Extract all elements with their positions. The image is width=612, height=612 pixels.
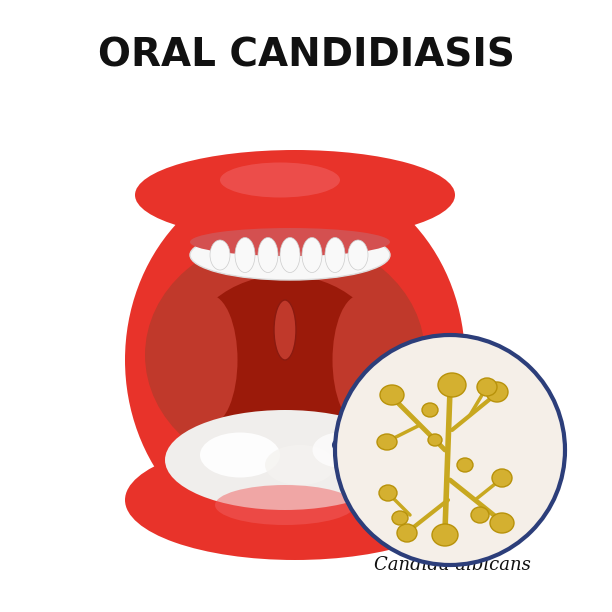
Ellipse shape (185, 275, 385, 445)
Ellipse shape (190, 472, 390, 498)
Ellipse shape (348, 456, 367, 484)
Ellipse shape (397, 524, 417, 542)
Ellipse shape (220, 163, 340, 198)
Ellipse shape (165, 410, 405, 510)
Ellipse shape (490, 513, 514, 533)
Ellipse shape (265, 445, 335, 485)
Ellipse shape (190, 228, 390, 256)
Ellipse shape (283, 454, 302, 486)
Ellipse shape (239, 454, 258, 486)
Ellipse shape (438, 373, 466, 397)
Ellipse shape (215, 485, 355, 525)
Ellipse shape (235, 237, 255, 272)
Ellipse shape (428, 434, 442, 446)
Ellipse shape (457, 458, 473, 472)
Ellipse shape (261, 454, 280, 486)
Text: Candida albicans: Candida albicans (373, 556, 531, 574)
Ellipse shape (327, 454, 346, 486)
Ellipse shape (274, 300, 296, 360)
Ellipse shape (379, 485, 397, 501)
Ellipse shape (215, 456, 234, 484)
Ellipse shape (471, 507, 489, 523)
Ellipse shape (486, 382, 508, 402)
Ellipse shape (280, 237, 300, 272)
Ellipse shape (200, 433, 280, 477)
Ellipse shape (145, 235, 425, 475)
Ellipse shape (392, 511, 408, 525)
Ellipse shape (432, 524, 458, 546)
Ellipse shape (305, 454, 324, 486)
Ellipse shape (190, 230, 390, 280)
Text: ORAL CANDIDIASIS: ORAL CANDIDIASIS (97, 36, 515, 74)
Ellipse shape (125, 440, 465, 560)
Ellipse shape (313, 433, 367, 468)
Ellipse shape (190, 447, 390, 493)
Ellipse shape (377, 434, 397, 450)
Ellipse shape (135, 150, 455, 240)
Ellipse shape (332, 295, 387, 425)
Ellipse shape (380, 385, 404, 405)
Ellipse shape (477, 378, 497, 396)
Ellipse shape (492, 469, 512, 487)
Ellipse shape (325, 237, 345, 272)
Ellipse shape (348, 240, 368, 270)
Ellipse shape (302, 237, 322, 272)
Ellipse shape (182, 295, 237, 425)
Ellipse shape (422, 403, 438, 417)
Ellipse shape (125, 170, 465, 550)
Ellipse shape (210, 240, 230, 270)
Ellipse shape (258, 237, 278, 272)
Circle shape (335, 335, 565, 565)
